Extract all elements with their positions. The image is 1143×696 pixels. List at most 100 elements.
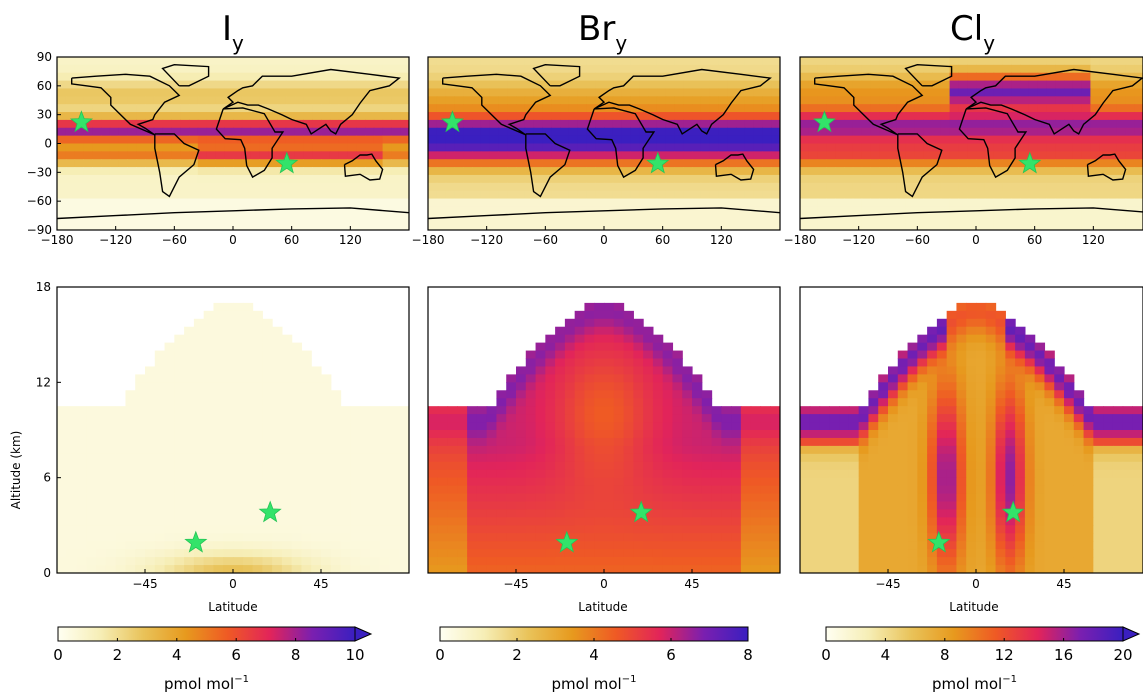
- heatmap-cell: [744, 80, 755, 90]
- heatmap-cell: [760, 557, 771, 566]
- heatmap-cell: [604, 485, 615, 495]
- heatmap-cell: [86, 525, 97, 534]
- heatmap-cell: [180, 127, 190, 137]
- heatmap-cell: [303, 159, 313, 168]
- heatmap-cell: [762, 159, 772, 168]
- heatmap-cell: [233, 182, 243, 192]
- heatmap-cell: [770, 445, 780, 455]
- heatmap-cell: [621, 127, 631, 137]
- heatmap-cell: [568, 57, 579, 66]
- heatmap-cell: [1044, 358, 1055, 368]
- heatmap-cell: [808, 198, 819, 208]
- heatmap-cell: [312, 222, 322, 230]
- heatmap-cell: [321, 127, 331, 137]
- heatmap-cell: [281, 350, 293, 360]
- heatmap-cell: [507, 104, 517, 113]
- section-panel-1: −45 0 45: [427, 286, 781, 591]
- heatmap-cell: [1037, 198, 1047, 208]
- heatmap-cell: [391, 64, 401, 74]
- heatmap-cell: [740, 453, 752, 463]
- map-heatmap-cells: [428, 57, 780, 230]
- heatmap-cell: [180, 182, 190, 192]
- heatmap-cell: [311, 430, 322, 439]
- heatmap-cell: [1108, 72, 1118, 82]
- heatmap-cell: [652, 334, 664, 344]
- heatmap-cell: [135, 541, 146, 550]
- heatmap-cell: [976, 88, 986, 97]
- heatmap-cell: [350, 501, 361, 511]
- heatmap-cell: [914, 151, 924, 160]
- heatmap-cell: [1132, 414, 1143, 423]
- heatmap-cell: [428, 119, 438, 129]
- heatmap-cell: [145, 549, 156, 558]
- heatmap-cell: [949, 135, 959, 145]
- heatmap-cell: [516, 398, 527, 407]
- heatmap-cell: [268, 214, 278, 223]
- heatmap-cell: [692, 382, 703, 391]
- heatmap-cell: [976, 342, 987, 352]
- heatmap-cell: [584, 406, 595, 415]
- heatmap-cell: [463, 104, 473, 113]
- heatmap-cell: [914, 135, 924, 145]
- heatmap-cell: [476, 453, 488, 463]
- heatmap-cell: [250, 151, 260, 160]
- heatmap-cell: [682, 557, 693, 566]
- heatmap-cell: [489, 222, 499, 230]
- heatmap-cell: [665, 190, 675, 200]
- heatmap-cell: [467, 414, 478, 423]
- heatmap-cell: [574, 501, 586, 511]
- heatmap-cell: [92, 80, 102, 90]
- heatmap-cell: [1046, 57, 1056, 66]
- heatmap-cell: [621, 112, 631, 121]
- heatmap-cell: [535, 430, 546, 439]
- heatmap-cell: [753, 151, 763, 160]
- heatmap-cell: [115, 406, 127, 415]
- heatmap-cell: [215, 80, 225, 90]
- heatmap-cell: [692, 525, 703, 534]
- heatmap-cell: [321, 151, 331, 160]
- heatmap-cell: [727, 206, 737, 215]
- heatmap-cell: [744, 135, 755, 145]
- heatmap-cell: [489, 112, 499, 121]
- heatmap-cell: [197, 96, 208, 105]
- heatmap-cell: [65, 143, 76, 152]
- heatmap-cell: [445, 214, 455, 223]
- heatmap-cell: [721, 477, 732, 487]
- heatmap-cell: [57, 453, 68, 463]
- heatmap-cell: [1134, 80, 1143, 90]
- heatmap-cell: [291, 541, 303, 550]
- heatmap-cell: [57, 477, 68, 487]
- heatmap-cell: [356, 190, 366, 200]
- heatmap-cell: [568, 206, 579, 215]
- heatmap-cell: [233, 565, 244, 573]
- heatmap-cell: [936, 318, 948, 328]
- heatmap-cell: [584, 390, 595, 399]
- x-tick-label: 60: [1027, 233, 1042, 247]
- heatmap-cell: [338, 143, 348, 152]
- heatmap-cell: [683, 174, 693, 184]
- heatmap-cell: [154, 382, 166, 391]
- heatmap-cell: [984, 127, 995, 137]
- heatmap-cell: [958, 119, 968, 129]
- heatmap-cell: [92, 174, 102, 184]
- heatmap-cell: [171, 214, 181, 223]
- heatmap-cell: [1002, 198, 1012, 208]
- heatmap-cell: [762, 72, 772, 82]
- heatmap-cell: [400, 112, 409, 121]
- heatmap-cell: [360, 517, 371, 526]
- heatmap-cell: [639, 57, 649, 66]
- heatmap-cell: [1064, 88, 1074, 97]
- heatmap-cell: [643, 414, 654, 423]
- heatmap-cell: [135, 477, 146, 487]
- heatmap-cell: [674, 64, 684, 74]
- heatmap-cell: [496, 453, 507, 463]
- heatmap-cell: [262, 366, 273, 375]
- heatmap-cell: [870, 182, 880, 192]
- heatmap-cell: [447, 517, 458, 526]
- heatmap-cell: [817, 88, 827, 97]
- heatmap-cell: [347, 198, 357, 208]
- heatmap-cell: [1046, 151, 1056, 160]
- heatmap-cell: [162, 222, 172, 230]
- heatmap-cell: [844, 182, 854, 192]
